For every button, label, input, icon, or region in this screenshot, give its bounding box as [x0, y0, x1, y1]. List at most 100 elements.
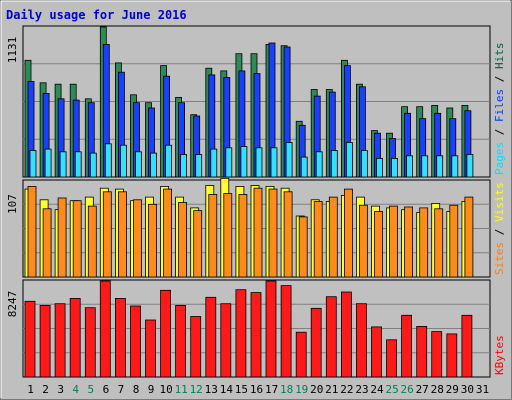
legend-separator: /: [493, 122, 506, 142]
chart-title: Daily usage for June 2016: [6, 8, 187, 22]
bar-pages-2: [44, 148, 52, 178]
x-tick-label-10: 10: [159, 383, 172, 396]
bar-pages-15: [240, 146, 248, 178]
bar-kbytes-26: [401, 314, 413, 378]
bar-kbytes-8: [130, 305, 141, 378]
bar-sites-29: [449, 204, 459, 278]
x-tick-label-26: 26: [400, 383, 413, 396]
x-tick-label-2: 2: [42, 383, 49, 396]
bar-kbytes-15: [235, 289, 247, 378]
bar-kbytes-20: [310, 307, 322, 378]
bar-pages-24: [376, 157, 383, 178]
bar-sites-20: [313, 201, 323, 278]
bar-pages-7: [120, 144, 127, 178]
bar-pages-3: [59, 151, 67, 178]
bar-pages-13: [210, 148, 218, 178]
bar-sites-3: [57, 197, 67, 278]
x-tick-label-29: 29: [446, 383, 459, 396]
bar-kbytes-10: [160, 289, 172, 378]
bar-kbytes-21: [325, 296, 337, 378]
bar-sites-18: [283, 191, 293, 278]
bar-sites-19: [298, 216, 308, 278]
x-tick-label-16: 16: [250, 383, 263, 396]
bar-kbytes-2: [39, 304, 51, 378]
bar-kbytes-6: [99, 280, 111, 378]
x-tick-label-3: 3: [57, 383, 64, 396]
bar-kbytes-13: [205, 296, 217, 378]
bar-sites-26: [404, 206, 414, 278]
panel-top-legend: Pages / Files / Hits: [493, 43, 506, 176]
bar-kbytes-3: [54, 303, 66, 378]
bar-kbytes-1: [24, 300, 36, 378]
x-tick-label-5: 5: [87, 383, 94, 396]
legend-files: Files: [493, 89, 506, 122]
bar-pages-30: [466, 154, 474, 178]
bar-sites-7: [118, 191, 127, 278]
bar-kbytes-25: [386, 339, 397, 378]
x-tick-label-17: 17: [265, 383, 278, 396]
bar-pages-18: [285, 142, 293, 178]
bar-sites-25: [389, 205, 398, 278]
bar-sites-16: [253, 187, 263, 278]
bar-sites-9: [148, 203, 157, 278]
bar-kbytes-28: [431, 331, 443, 378]
bar-pages-11: [180, 154, 188, 178]
bar-pages-17: [270, 147, 278, 178]
panel-bot-max-label: 8247: [6, 291, 19, 318]
bar-sites-17: [268, 188, 278, 278]
bar-pages-8: [135, 151, 142, 178]
bar-pages-16: [255, 147, 263, 178]
panel-top-max-label: 1131: [6, 37, 19, 64]
bar-pages-25: [391, 157, 398, 178]
legend-visits: Visits: [493, 182, 506, 222]
bar-pages-12: [195, 154, 203, 178]
bar-sites-24: [374, 211, 383, 278]
bar-kbytes-23: [355, 303, 367, 378]
bar-kbytes-11: [175, 304, 187, 378]
bar-sites-30: [464, 196, 474, 278]
x-tick-label-28: 28: [431, 383, 444, 396]
bar-pages-29: [451, 155, 459, 178]
bar-kbytes-14: [220, 303, 232, 378]
bar-kbytes-30: [461, 314, 473, 378]
bar-pages-9: [150, 152, 157, 178]
x-tick-label-31: 31: [476, 383, 489, 396]
bar-pages-10: [165, 144, 173, 178]
bar-kbytes-27: [416, 325, 428, 378]
x-tick-label-27: 27: [416, 383, 429, 396]
x-tick-label-6: 6: [103, 383, 110, 396]
bar-sites-12: [193, 210, 203, 278]
bar-pages-28: [436, 155, 444, 178]
x-tick-label-11: 11: [175, 383, 188, 396]
bar-sites-15: [238, 194, 248, 278]
bar-pages-19: [300, 156, 308, 178]
bar-pages-14: [225, 147, 233, 178]
bar-kbytes-29: [446, 333, 458, 378]
bar-kbytes-19: [295, 331, 307, 378]
legend-pages: Pages: [493, 142, 506, 175]
bar-pages-5: [89, 152, 97, 178]
x-tick-label-1: 1: [27, 383, 34, 396]
bar-kbytes-17: [265, 280, 277, 378]
x-tick-label-21: 21: [325, 383, 338, 396]
x-tick-label-22: 22: [340, 383, 353, 396]
x-tick-label-25: 25: [385, 383, 398, 396]
bar-sites-13: [208, 194, 218, 278]
x-tick-label-13: 13: [205, 383, 218, 396]
bar-pages-27: [421, 155, 429, 178]
x-tick-label-15: 15: [235, 383, 248, 396]
x-tick-label-12: 12: [190, 383, 203, 396]
bar-sites-11: [178, 202, 188, 278]
bar-kbytes-24: [371, 326, 382, 378]
bar-kbytes-16: [250, 292, 262, 378]
bar-sites-5: [87, 205, 97, 278]
panel-bot-legend: KBytes: [493, 335, 506, 375]
legend-sites: Sites: [493, 242, 506, 275]
bar-pages-22: [345, 142, 353, 178]
panel-top: 1131 Pages / Files / Hits: [6, 25, 506, 178]
x-tick-label-18: 18: [280, 383, 293, 396]
x-tick-label-7: 7: [118, 383, 125, 396]
bar-kbytes-4: [69, 297, 81, 378]
